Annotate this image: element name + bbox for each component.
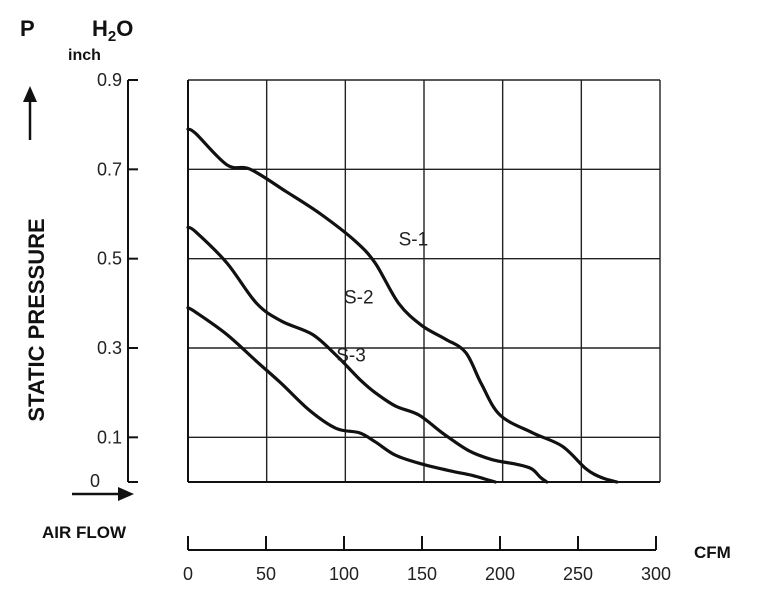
y-tick-label: 0.3 <box>97 338 122 358</box>
x-tick-label: 200 <box>485 564 515 584</box>
x-tick-label: 0 <box>183 564 193 584</box>
series-label-s-2: S-2 <box>344 287 374 308</box>
x-axis-arrow-icon <box>72 487 134 501</box>
y-axis-arrow-icon <box>23 86 37 140</box>
x-tick-label: 100 <box>329 564 359 584</box>
x-tick-label: 300 <box>641 564 671 584</box>
y-tick-label: 0.1 <box>97 427 122 447</box>
curve-s-2 <box>186 225 549 484</box>
series-label-s-3: S-3 <box>336 345 366 366</box>
x-tick-label: 250 <box>563 564 593 584</box>
x-tick-label: 150 <box>407 564 437 584</box>
y-axis-label: STATIC PRESSURE <box>24 218 49 421</box>
curve-s-1 <box>186 127 619 484</box>
unit-inch: inch <box>68 47 101 64</box>
y-tick-label: 0.7 <box>97 159 122 179</box>
x-tick-label: 50 <box>256 564 276 584</box>
pressure-unit: H2O <box>92 16 133 45</box>
y-tick-label: 0.9 <box>97 70 122 90</box>
series-label-s-1: S-1 <box>399 229 429 250</box>
x-axis-unit: CFM <box>694 543 731 562</box>
y-zero-label: 0 <box>90 471 100 491</box>
y-tick-label: 0.5 <box>97 249 122 269</box>
pressure-symbol: P <box>20 16 35 41</box>
curve-s-3 <box>186 306 497 484</box>
x-axis-label: AIR FLOW <box>42 523 127 542</box>
